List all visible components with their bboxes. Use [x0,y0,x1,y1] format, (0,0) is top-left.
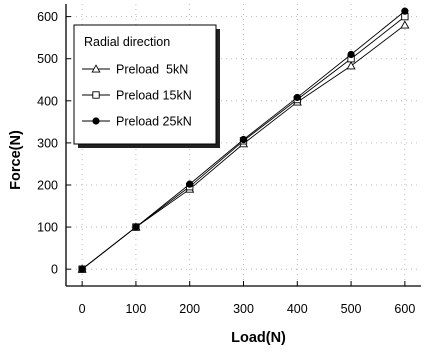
data-point [91,64,101,73]
y-tick-label: 500 [37,52,58,66]
legend-label: Preload 25kN [116,115,192,129]
y-tick-label: 300 [37,136,58,150]
x-tick-label: 200 [179,302,200,316]
y-tick-label: 0 [51,263,58,277]
legend-items: Preload 5kN Preload 15kN Preload 25kN [82,63,192,129]
legend-item: Preload 5kN [82,63,188,77]
series-layer [77,7,410,273]
ticks-layer: 0 100 200 300 400 500 600 0 100 200 300 400 500 600 [37,10,415,316]
x-tick-label: 0 [79,302,86,316]
x-tick-label: 400 [287,302,308,316]
x-tick-label: 500 [341,302,362,316]
series-3 [78,7,409,273]
y-tick-label: 200 [37,178,58,192]
legend-label: Preload 5kN [116,63,188,77]
data-point [92,91,100,99]
data-point [400,20,410,29]
x-tick-label: 600 [394,302,415,316]
legend: Radial direction Preload 5kN Preload 15kN… [73,24,220,148]
legend-title: Radial direction [84,35,170,49]
data-point [132,223,140,231]
y-tick-label: 600 [37,10,58,24]
y-tick-label: 400 [37,94,58,108]
data-point [92,117,100,125]
data-point [346,61,356,70]
data-point [293,93,301,102]
legend-item: Preload 15kN [82,89,192,103]
grid-layer [66,4,421,286]
data-point [186,180,194,188]
x-tick-label: 100 [125,302,146,316]
y-axis-label: Force(N) [8,130,24,190]
data-point [347,50,355,59]
data-point [78,265,86,273]
x-tick-label: 300 [233,302,254,316]
data-point [239,135,248,144]
data-point [401,7,409,15]
legend-item: Preload 25kN [82,115,192,129]
x-axis-label: Load(N) [231,330,286,346]
legend-label: Preload 15kN [116,89,192,103]
y-tick-label: 100 [37,221,58,235]
